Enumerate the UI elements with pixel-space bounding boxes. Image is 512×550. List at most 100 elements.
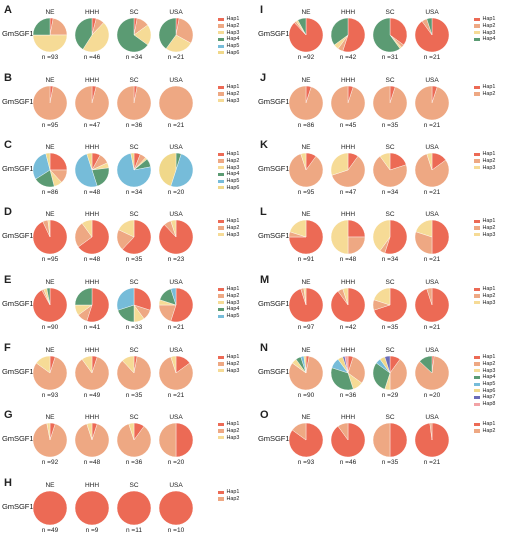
pie-slice-hap6 (86, 152, 93, 171)
region-label-hhh: HHH (84, 144, 100, 151)
panel-label: K (260, 139, 268, 151)
legend: Hap1 Hap2 Hap3 Hap4 Hap5 (218, 286, 239, 319)
pie-slice-hap1 (384, 219, 408, 255)
legend-label: Hap5 (482, 381, 496, 388)
legend-swatch (218, 301, 224, 305)
pie-slice-hap3 (330, 152, 349, 176)
panel-label: C (4, 139, 12, 151)
region-label-hhh: HHH (340, 144, 356, 151)
sample-size-label: n =49 (41, 527, 59, 534)
legend-item: Hap2 (474, 428, 495, 435)
sample-size-label: n =9 (85, 527, 99, 534)
pie-slice-hap4 (426, 17, 433, 36)
pie-slice-hap1 (32, 490, 68, 526)
pie-slice-hap2 (116, 423, 152, 458)
legend-swatch (218, 307, 224, 311)
region-label-hhh: HHH (340, 347, 356, 354)
pie-hhh (330, 355, 366, 391)
pie-hhh (330, 287, 366, 323)
pie-slice-hap4 (116, 17, 149, 53)
legend-swatch (218, 355, 224, 359)
pie-slice-hap4 (330, 17, 349, 46)
legend-swatch (218, 179, 224, 183)
panel-o: O GmSGF14s NE n =93 HHH n =46 SC n =35 USA n =21 H… (256, 409, 512, 475)
pie-slice-hap1 (170, 287, 194, 323)
pie-slice-hap2 (414, 85, 450, 121)
legend-swatch (474, 422, 480, 426)
pie-usa (414, 355, 450, 391)
pie-slice-hap5 (116, 287, 135, 311)
sample-size-label: n =46 (83, 54, 101, 61)
legend: Hap1 Hap2 Hap3 (218, 218, 239, 238)
pie-ne (288, 85, 324, 121)
sample-size-label: n =48 (83, 189, 101, 196)
legend-item: Hap1 (474, 16, 495, 23)
legend-item: Hap3 (474, 367, 495, 374)
pie-slice-hap4 (372, 362, 391, 390)
sample-size-label: n =21 (423, 54, 441, 61)
pie-hhh (74, 85, 110, 121)
pie-usa (158, 85, 194, 121)
pie-sc (372, 219, 408, 255)
legend-swatch (218, 226, 224, 230)
legend-label: Hap2 (226, 158, 240, 165)
legend-item: Hap1 (218, 286, 239, 293)
pie-sc (372, 422, 408, 458)
pie-usa (158, 152, 194, 188)
legend-swatch (218, 24, 224, 28)
region-label-usa: USA (425, 414, 439, 421)
region-label-ne: NE (301, 9, 311, 16)
gene-name: GmSGF14s (258, 434, 298, 443)
legend-label: Hap3 (482, 164, 496, 171)
pie-slice-hap2 (347, 356, 366, 384)
pie-slice-hap8 (344, 355, 349, 374)
sample-size-label: n =86 (297, 122, 315, 129)
sample-size-label: n =47 (83, 122, 101, 129)
legend: Hap1 Hap2 Hap3 (218, 421, 239, 441)
legend-item: Hap2 (218, 23, 239, 30)
pie-hhh (74, 219, 110, 255)
legend-swatch (474, 429, 480, 433)
sample-size-label: n =47 (339, 189, 357, 196)
legend-swatch (218, 429, 224, 433)
pie-slice-hap3 (170, 219, 177, 238)
pie-hhh (74, 152, 110, 188)
sample-size-label: n =90 (297, 392, 315, 399)
gene-name: GmSGF14p (258, 231, 298, 240)
legend-item: Hap8 (474, 401, 495, 408)
pie-usa (414, 287, 450, 323)
legend-label: Hap1 (482, 354, 496, 361)
legend-item: Hap4 (218, 306, 239, 313)
pie-slice-hap2 (158, 422, 177, 458)
legend-swatch (218, 233, 224, 237)
pie-slice-hap2 (331, 155, 366, 188)
region-label-hhh: HHH (340, 414, 356, 421)
region-label-ne: NE (301, 347, 311, 354)
pie-ne (288, 152, 324, 188)
legend-item: Hap2 (218, 225, 239, 232)
legend-label: Hap6 (226, 184, 240, 191)
legend-item: Hap6 (474, 387, 495, 394)
pie-slice-hap1 (347, 219, 366, 238)
pie-slice-hap2 (337, 422, 349, 441)
region-label-sc: SC (385, 9, 395, 16)
legend-item: Hap4 (218, 36, 239, 43)
pie-slice-hap2 (158, 85, 194, 121)
panel-k: K GmSGF14o NE n =95 HHH n =47 SC n =34 USA n =21 H… (256, 139, 512, 205)
legend: Hap1 Hap2 (218, 489, 239, 502)
legend-item: Hap4 (474, 36, 495, 43)
region-label-usa: USA (425, 279, 439, 286)
pie-ne (32, 490, 68, 526)
pie-slice-hap4 (74, 17, 93, 50)
pie-usa (414, 219, 450, 255)
legend-swatch (474, 294, 480, 298)
legend-swatch (474, 37, 480, 41)
legend-label: Hap3 (482, 29, 496, 36)
gene-name: GmSGF14h (2, 367, 42, 376)
legend: Hap1 Hap2 Hap3 Hap4 Hap5 Hap6 (218, 151, 239, 191)
pie-slice-hap6 (158, 152, 177, 187)
legend-label: Hap7 (482, 394, 496, 401)
legend-item: Hap1 (218, 151, 239, 158)
panel-d: D GmSGF14e NE n =95 HHH n =48 SC n =35 USA n =23 H… (0, 206, 256, 272)
panel-label: M (260, 274, 270, 286)
